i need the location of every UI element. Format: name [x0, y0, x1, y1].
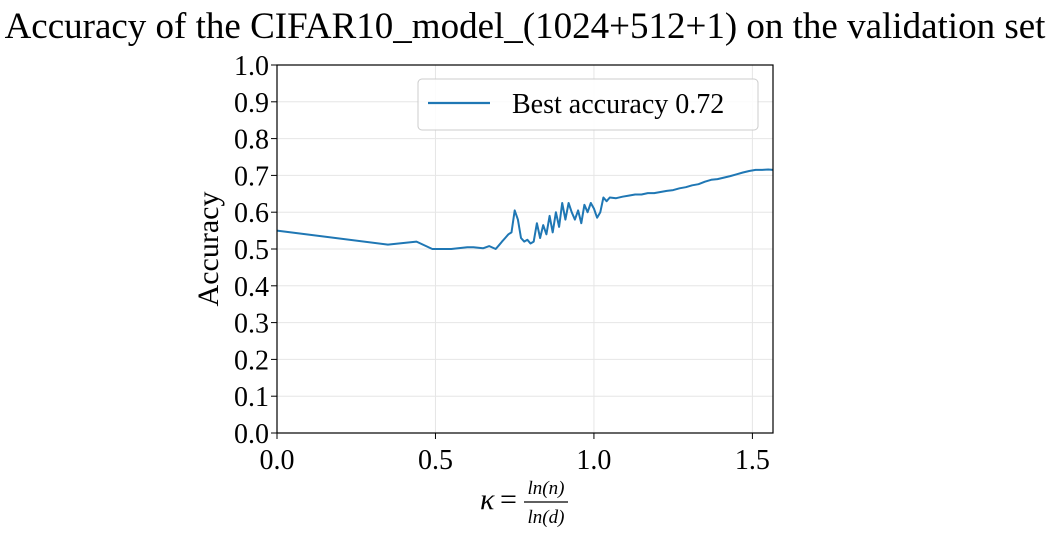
y-axis-label: Accuracy	[192, 192, 225, 307]
y-tick-label: 0.3	[234, 309, 269, 340]
x-axis-label-equals: =	[500, 483, 517, 516]
y-tick-label: 0.0	[234, 419, 269, 450]
x-axis-label-symbol: κ	[480, 483, 495, 516]
x-tick-label: 0.0	[260, 445, 295, 476]
x-tick-label: 0.5	[418, 445, 453, 476]
y-tick-label: 0.1	[234, 382, 269, 413]
y-tick-label: 0.9	[234, 88, 269, 119]
y-tick-label: 1.0	[234, 51, 269, 82]
y-tick-label: 0.2	[234, 345, 269, 376]
legend: Best accuracy 0.72	[417, 78, 759, 131]
y-tick-label: 0.6	[234, 198, 269, 229]
x-tick-label: 1.5	[735, 445, 770, 476]
chart-title: Accuracy of the CIFAR10_model_(1024+512+…	[5, 6, 1047, 47]
series-line	[276, 168, 774, 250]
y-tick-label: 0.5	[234, 235, 269, 266]
y-tick-label: 0.7	[234, 161, 269, 192]
legend-box	[417, 78, 759, 131]
y-tick-label: 0.4	[234, 272, 269, 303]
y-tick-label: 0.8	[234, 125, 269, 156]
ticks: 0.0 0.5 1.0 1.5 0.0 0.1 0.2 0.3 0.4 0.5 0.6 0.7 0.8 0…	[234, 51, 770, 476]
series-layer	[276, 168, 774, 250]
x-tick-label: 1.0	[576, 445, 611, 476]
x-axis-label: κ = ln(n) ln(d)	[480, 478, 568, 528]
x-axis-label-denominator: ln(d)	[528, 507, 565, 528]
legend-entry-label: Best accuracy 0.72	[512, 89, 724, 120]
x-axis-label-numerator: ln(n)	[528, 478, 565, 499]
